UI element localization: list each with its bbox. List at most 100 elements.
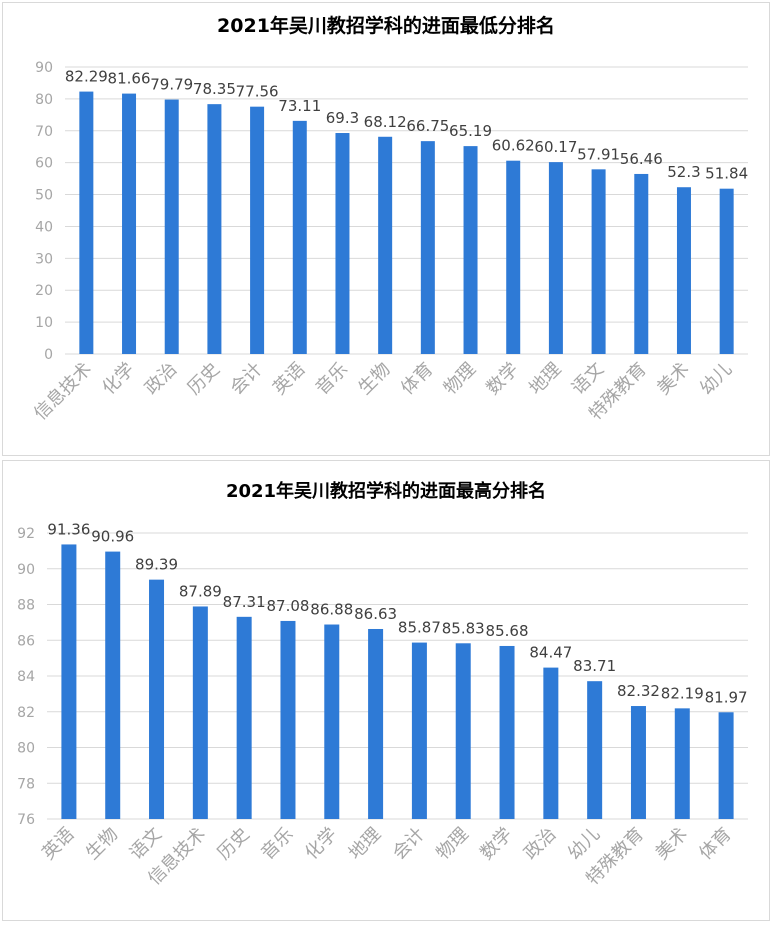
category-label: 体育 [695, 824, 735, 864]
data-label: 86.63 [354, 605, 397, 623]
category-label: 化学 [98, 359, 138, 399]
data-label: 60.17 [534, 138, 577, 156]
y-tick-label: 80 [35, 92, 53, 108]
bar [548, 162, 563, 354]
chart-title: 2021年吴川教招学科的进面最低分排名 [217, 15, 555, 37]
data-label: 82.32 [617, 682, 660, 700]
y-tick-label: 92 [17, 526, 35, 542]
bar [630, 706, 646, 819]
category-label: 历史 [213, 824, 253, 864]
y-tick-label: 50 [35, 188, 53, 204]
bar [164, 99, 179, 354]
category-label: 音乐 [312, 359, 352, 399]
data-label: 81.97 [705, 688, 748, 706]
bar [368, 628, 384, 819]
bar [61, 544, 77, 819]
bar [280, 620, 296, 819]
bar [192, 606, 208, 819]
y-tick-label: 82 [17, 705, 35, 721]
category-label: 音乐 [257, 824, 297, 864]
chart-panel-min: 2021年吴川教招学科的进面最低分排名 0 10 20 30 40 50 60 70 80 90 8… [2, 2, 770, 456]
category-label: 生物 [354, 359, 394, 399]
data-label: 60.62 [492, 137, 535, 155]
data-label: 90.96 [91, 528, 134, 546]
category-label: 美术 [653, 359, 693, 399]
category-label: 美术 [652, 824, 692, 864]
data-label: 69.3 [326, 109, 359, 127]
bar [719, 188, 734, 354]
data-label: 82.29 [65, 68, 108, 86]
bar [543, 667, 559, 819]
category-label: 英语 [269, 359, 309, 399]
category-label: 历史 [184, 359, 224, 399]
category-label: 体育 [397, 359, 437, 399]
category-label: 会计 [226, 359, 266, 399]
category-label: 数学 [482, 359, 522, 399]
bar [463, 146, 478, 354]
bar [207, 104, 222, 354]
data-label: 91.36 [47, 520, 90, 538]
data-label: 84.47 [529, 644, 572, 662]
y-tick-label: 20 [35, 283, 53, 299]
bar [411, 642, 427, 819]
bar [335, 133, 350, 354]
y-tick-label: 90 [17, 562, 35, 578]
data-label: 68.12 [364, 113, 407, 131]
data-label: 66.75 [406, 117, 449, 135]
bar [587, 681, 603, 819]
data-label: 87.89 [179, 582, 222, 600]
data-label: 85.68 [486, 622, 529, 640]
data-label: 81.66 [108, 70, 151, 88]
data-label: 87.31 [223, 593, 266, 611]
data-label: 85.87 [398, 619, 441, 637]
category-label: 信息技术 [30, 359, 96, 425]
y-tick-label: 80 [17, 741, 35, 757]
bar [292, 120, 307, 354]
data-label: 79.79 [150, 76, 193, 94]
category-label: 地理 [345, 824, 385, 864]
category-label: 政治 [520, 824, 560, 864]
category-label: 会计 [389, 824, 429, 864]
y-tick-label: 70 [35, 124, 53, 140]
data-label: 57.91 [577, 145, 620, 163]
bar [499, 645, 515, 819]
bar [79, 91, 94, 354]
category-label: 化学 [301, 824, 341, 864]
bar [420, 141, 435, 354]
data-label: 85.83 [442, 619, 485, 637]
data-label: 78.35 [193, 80, 236, 98]
data-label: 86.88 [310, 601, 353, 619]
bar [378, 136, 393, 354]
y-tick-label: 60 [35, 156, 53, 172]
y-tick-label: 0 [44, 347, 53, 363]
y-tick-label: 88 [17, 598, 35, 614]
bar [591, 169, 606, 354]
bar-chart-min: 0 10 20 30 40 50 60 70 80 90 82.29 信息技术 81.66 化学 79.79… [30, 60, 748, 425]
category-label: 地理 [525, 359, 565, 399]
bar [236, 616, 252, 819]
chart-title: 2021年吴川教招学科的进面最高分排名 [225, 481, 547, 502]
data-label: 89.39 [135, 556, 178, 574]
bar [250, 106, 265, 355]
bar [105, 551, 121, 819]
y-tick-label: 40 [35, 219, 53, 235]
data-label: 77.56 [236, 83, 279, 101]
category-label: 英语 [38, 824, 78, 864]
bar [674, 708, 690, 819]
y-tick-label: 76 [17, 812, 35, 828]
data-label: 51.84 [705, 165, 748, 183]
data-label: 52.3 [667, 163, 700, 181]
category-label: 政治 [141, 359, 181, 399]
bar [676, 187, 691, 354]
bar [455, 643, 471, 819]
bar [634, 173, 649, 354]
data-label: 87.08 [266, 597, 309, 615]
bar [506, 160, 521, 354]
data-label: 73.11 [278, 97, 321, 115]
chart-panel-max: 2021年吴川教招学科的进面最高分排名 76 78 80 82 84 86 88 90 92 91… [2, 460, 770, 921]
y-tick-label: 84 [17, 669, 35, 685]
category-label: 生物 [82, 824, 122, 864]
y-tick-label: 10 [35, 315, 53, 331]
bar [122, 93, 137, 354]
